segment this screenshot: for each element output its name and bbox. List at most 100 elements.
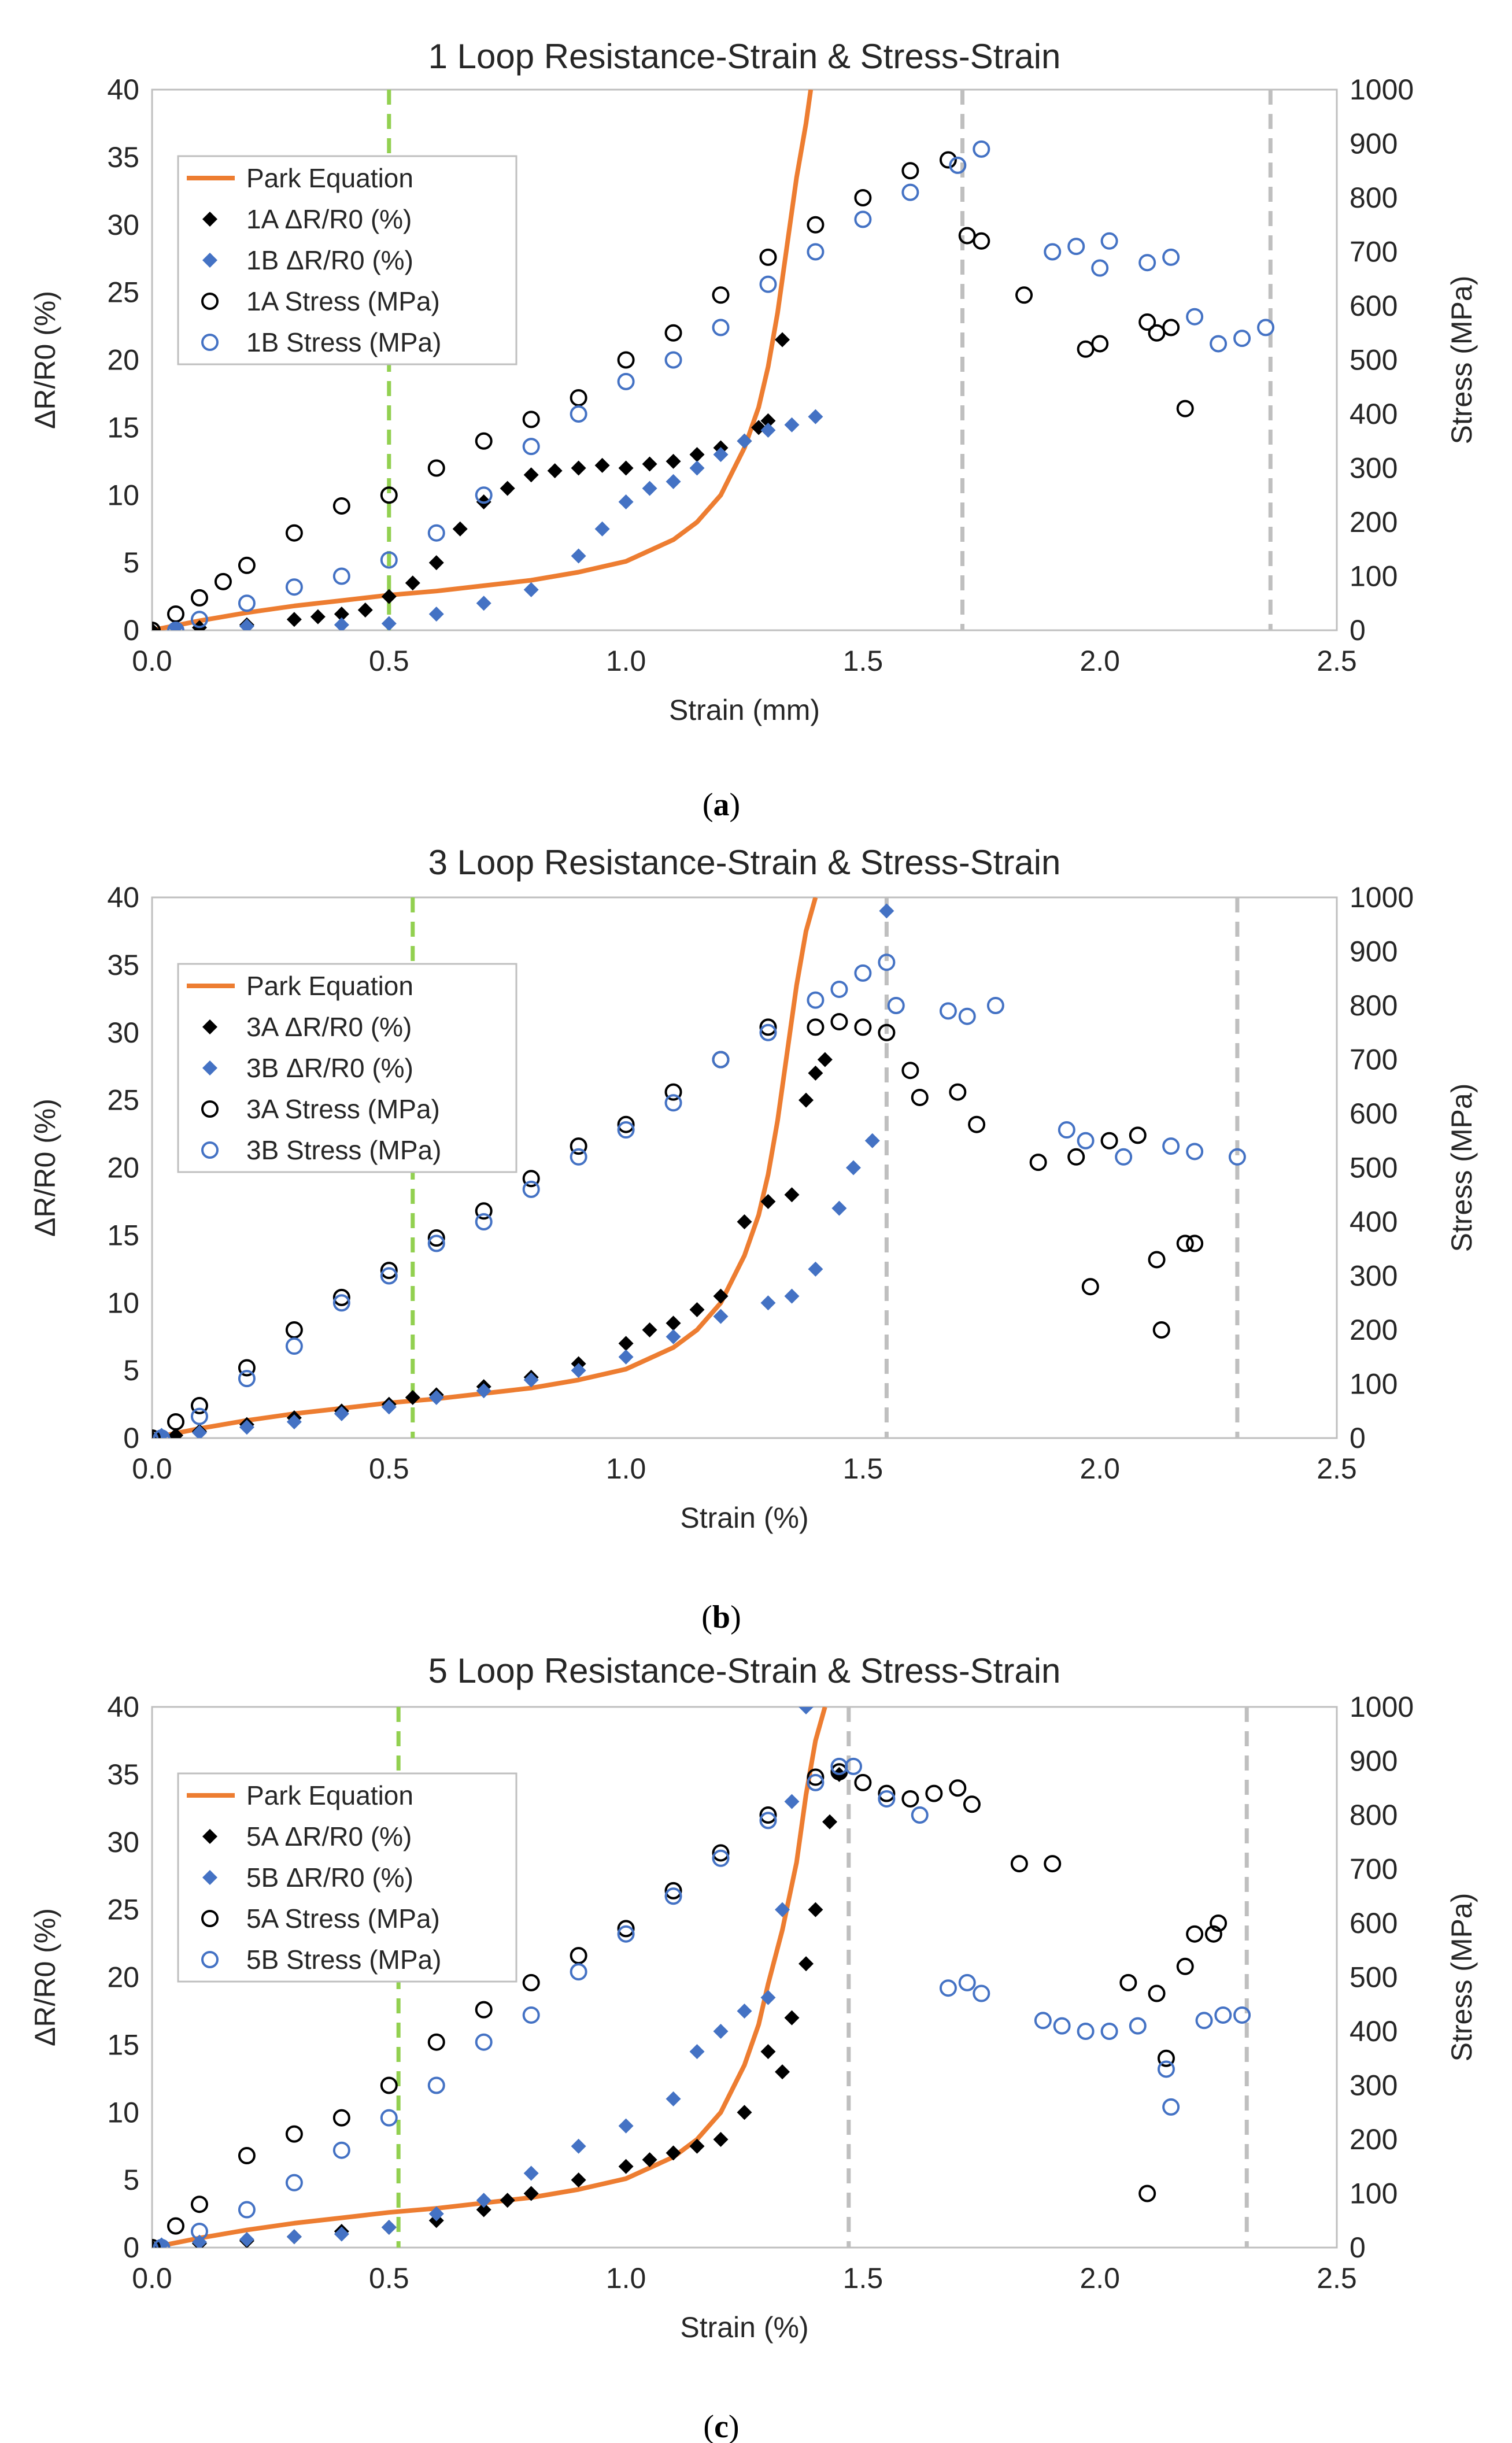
y-tick-label: 10 — [107, 2096, 139, 2128]
figure-caption: (a) — [703, 787, 740, 823]
diamond-point — [784, 1794, 800, 1809]
circle-point — [963, 1795, 981, 1813]
diamond-point — [760, 413, 776, 428]
circle-point — [1162, 1137, 1180, 1155]
diamond-point — [760, 423, 776, 438]
y2-tick-label: 200 — [1350, 506, 1398, 538]
diamond-point — [547, 463, 563, 479]
circle-point — [807, 1773, 825, 1791]
circle-point — [1162, 319, 1180, 337]
x-tick-label: 1.0 — [606, 1453, 646, 1485]
y2-tick-label: 300 — [1350, 1260, 1398, 1292]
diamond-point — [152, 623, 160, 630]
circle-point — [190, 611, 208, 629]
diamond-point — [666, 1329, 681, 1344]
diamond-point — [476, 2193, 491, 2208]
legend-label: Park Equation — [246, 163, 413, 193]
circle-point — [1010, 1855, 1028, 1873]
diamond-point — [713, 1288, 729, 1304]
diamond-point — [381, 2219, 397, 2235]
y-tick-label: 30 — [107, 209, 139, 241]
diamond-point — [286, 612, 302, 627]
y2-tick-label: 600 — [1350, 1907, 1398, 1939]
diamond-point — [571, 460, 586, 476]
circle-point — [1157, 2060, 1175, 2078]
circle-point — [332, 497, 350, 515]
circle-point — [1077, 340, 1095, 358]
circle-point — [1091, 335, 1109, 353]
x-axis-title: Strain (mm) — [669, 694, 820, 726]
x-tick-label: 2.0 — [1080, 1453, 1120, 1485]
series-3b-stress-mpa- — [153, 953, 1246, 1438]
circle-point — [911, 1806, 929, 1824]
diamond-point — [334, 2226, 349, 2242]
diamond-point — [310, 609, 326, 624]
y2-tick-label: 500 — [1350, 1961, 1398, 1994]
circle-point — [570, 1947, 587, 1965]
x-tick-label: 1.0 — [606, 645, 646, 677]
diamond-point — [784, 2010, 800, 2026]
diamond-point — [405, 575, 420, 591]
legend-circle-swatch — [201, 1141, 219, 1159]
diamond-point — [239, 1420, 254, 1435]
y-tick-label: 5 — [123, 2164, 139, 2196]
legend-box — [177, 1772, 517, 1983]
circle-point — [285, 2174, 303, 2191]
y-tick-label: 35 — [107, 1758, 139, 1791]
circle-point — [1100, 2023, 1118, 2040]
circle-point — [1257, 319, 1275, 337]
circle-point — [759, 1812, 777, 1830]
circle-point — [949, 1779, 967, 1797]
circle-point — [190, 2222, 208, 2240]
circle-point — [807, 1768, 825, 1786]
y-axis-title: ΔR/R0 (%) — [29, 1908, 61, 2046]
circle-point — [664, 1094, 682, 1112]
y2-tick-label: 1000 — [1350, 1691, 1414, 1723]
circle-point — [1186, 1235, 1204, 1252]
chart-title: 5 Loop Resistance-Strain & Stress-Strain — [428, 1651, 1061, 1690]
circle-point — [1138, 313, 1156, 331]
circle-point — [475, 486, 493, 504]
series-5b-stress-mpa- — [153, 1757, 1251, 2248]
circle-point — [878, 1784, 896, 1802]
diamond-point — [618, 2118, 634, 2134]
circle-point — [617, 372, 635, 390]
diamond-point — [689, 2044, 705, 2060]
series-5b-r-r0- — [154, 1707, 814, 2248]
diamond-point — [666, 474, 681, 489]
y-tick-label: 15 — [107, 2028, 139, 2061]
diamond-point — [864, 1133, 880, 1148]
legend-label: 1B Stress (MPa) — [246, 327, 441, 357]
circle-point — [427, 1235, 445, 1252]
circle-point — [968, 1115, 986, 1133]
y2-tick-label: 900 — [1350, 128, 1398, 160]
circle-point — [1129, 2017, 1147, 2035]
circle-point — [1186, 1925, 1204, 1943]
circle-point — [1091, 259, 1109, 277]
x-tick-label: 1.5 — [843, 1453, 883, 1485]
circle-point — [380, 551, 398, 569]
diamond-point — [775, 1902, 790, 1917]
park-equation-line — [152, 90, 814, 630]
x-tick-label: 0.0 — [132, 2262, 172, 2294]
park-equation-line — [152, 897, 818, 1438]
circle-point — [570, 389, 587, 406]
diamond-point — [642, 481, 657, 496]
y2-tick-label: 900 — [1350, 1745, 1398, 1777]
circle-point — [958, 1973, 976, 1991]
circle-point — [1138, 2185, 1156, 2202]
legend-diamond-swatch — [202, 1019, 217, 1034]
legend-label: 1B ΔR/R0 (%) — [246, 245, 413, 275]
circle-point — [925, 1784, 943, 1802]
diamond-point — [846, 1160, 862, 1176]
circle-point — [1034, 2012, 1052, 2030]
diamond-point — [476, 2202, 491, 2217]
legend-diamond-swatch — [202, 1870, 217, 1885]
circle-point — [830, 1013, 848, 1031]
legend-label: 5A Stress (MPa) — [246, 1904, 440, 1934]
x-tick-label: 0.0 — [132, 645, 172, 677]
circle-point — [190, 2196, 208, 2213]
diamond-point — [798, 1707, 814, 1714]
circle-point — [1015, 286, 1033, 304]
